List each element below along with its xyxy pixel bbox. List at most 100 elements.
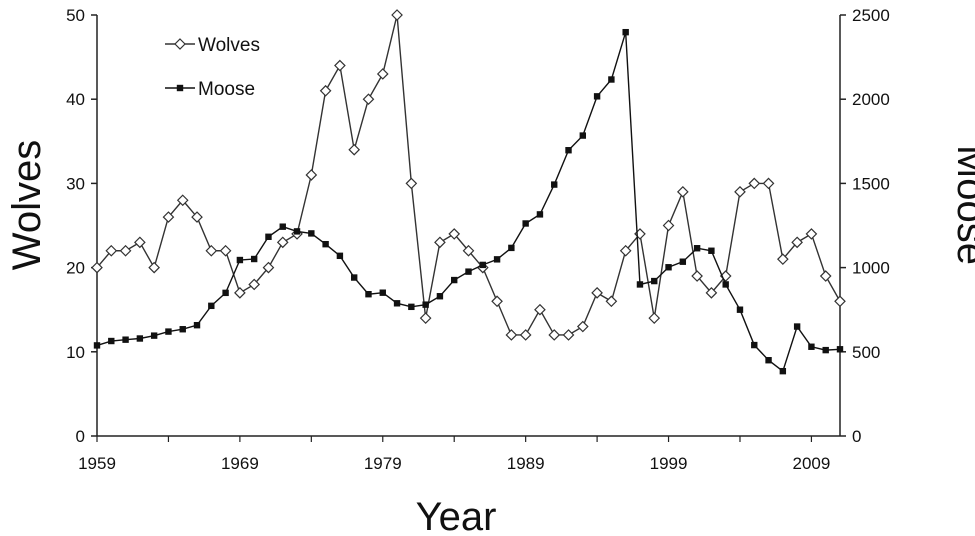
- left-y-tick-label: 30: [66, 174, 85, 193]
- wolves-point: [562, 329, 575, 341]
- x-tick-label: 1999: [650, 454, 688, 473]
- right-axis-title: Moose: [949, 145, 975, 265]
- x-tick-label: 1979: [364, 454, 402, 473]
- wolves-point: [162, 211, 175, 223]
- wolves-point: [776, 253, 789, 266]
- moose-point: [522, 220, 529, 227]
- right-y-tick-label: 0: [852, 427, 861, 446]
- moose-point: [179, 326, 186, 333]
- moose-point: [665, 264, 672, 271]
- moose-point: [193, 321, 201, 329]
- left-y-tick-label: 0: [76, 427, 85, 446]
- wolves-point: [405, 177, 418, 190]
- wolves-point: [691, 270, 703, 282]
- moose-point: [822, 346, 829, 354]
- left-y-tick-label: 40: [66, 90, 85, 109]
- moose-point: [293, 228, 301, 235]
- moose-point: [150, 332, 158, 339]
- moose-point: [408, 303, 415, 311]
- wolves-point: [248, 278, 261, 291]
- wolves-point: [119, 244, 132, 257]
- moose-point: [250, 255, 258, 263]
- moose-point: [165, 328, 172, 335]
- moose-point: [122, 336, 129, 343]
- moose-point: [208, 302, 215, 310]
- wolves-point: [148, 261, 161, 274]
- moose-point: [379, 289, 386, 296]
- wolves-legend-marker: [174, 38, 186, 50]
- wolves-point: [734, 185, 746, 198]
- wolves-point: [434, 236, 446, 249]
- right-y-tick-label: 1000: [852, 259, 890, 278]
- moose-point: [236, 256, 244, 264]
- moose-point: [565, 147, 572, 154]
- wolves-point: [491, 295, 503, 308]
- moose-point: [679, 258, 687, 265]
- wolves-point: [748, 177, 761, 190]
- wolves-point: [834, 295, 846, 308]
- moose-point: [836, 346, 844, 353]
- wolves-point: [648, 312, 661, 324]
- moose-point: [808, 343, 815, 350]
- wolves-point: [619, 244, 632, 257]
- series-layer: [91, 9, 846, 375]
- right-y-tick-label: 2500: [852, 6, 890, 25]
- moose-point: [479, 261, 486, 269]
- moose-point: [508, 244, 515, 252]
- moose-point: [579, 132, 587, 139]
- right-y-tick-label: 2000: [852, 90, 890, 109]
- right-y-tick-label: 500: [852, 343, 880, 362]
- moose-point: [265, 233, 272, 240]
- wolves-point: [262, 261, 275, 274]
- wolves-point: [591, 287, 603, 299]
- moose-point: [608, 76, 615, 83]
- moose-point: [636, 281, 644, 288]
- moose-point: [736, 306, 744, 313]
- wolves-point: [762, 177, 775, 190]
- wolves-point: [134, 236, 146, 249]
- x-axis-title: Year: [416, 495, 497, 536]
- moose-point: [350, 274, 358, 281]
- x-tick-label: 1969: [221, 454, 259, 473]
- wolves-point: [276, 236, 289, 249]
- wolves-point: [662, 219, 675, 232]
- x-tick-label: 2009: [793, 454, 831, 473]
- moose-point: [551, 181, 558, 188]
- wolves-point: [548, 329, 561, 341]
- wolves-point: [419, 312, 432, 324]
- wolves-point: [376, 68, 389, 80]
- moose-point: [765, 357, 772, 364]
- wolves-point: [519, 329, 532, 341]
- moose-point: [336, 252, 344, 260]
- wolves-point: [219, 244, 232, 257]
- wolves-point: [505, 329, 518, 341]
- moose-point: [493, 256, 501, 263]
- left-y-tick-label: 20: [66, 259, 85, 278]
- wolves-point: [391, 9, 403, 21]
- wolves-point: [191, 211, 203, 223]
- moose-point: [708, 247, 715, 254]
- wolves-point: [676, 185, 689, 198]
- wolves-point: [105, 244, 118, 257]
- moose-point: [693, 245, 701, 252]
- legend-item-wolves: Wolves: [165, 35, 260, 56]
- wolves-point: [234, 287, 246, 299]
- wolves-point: [448, 228, 461, 240]
- moose-point: [451, 276, 458, 284]
- moose-point: [422, 301, 429, 308]
- moose-point: [436, 293, 444, 300]
- moose-point: [536, 211, 544, 218]
- moose-point: [108, 337, 115, 345]
- wolves-point: [462, 244, 475, 257]
- wolves-point: [91, 261, 103, 274]
- moose-point: [793, 323, 801, 330]
- wolves-point: [319, 84, 332, 97]
- wolves-point: [534, 303, 546, 316]
- wolves-point: [791, 236, 803, 249]
- series-wolves: [91, 9, 846, 341]
- right-y-tick-label: 1500: [852, 174, 890, 193]
- wolves-point: [205, 244, 218, 257]
- series-moose: [93, 28, 844, 375]
- moose-point: [751, 341, 758, 349]
